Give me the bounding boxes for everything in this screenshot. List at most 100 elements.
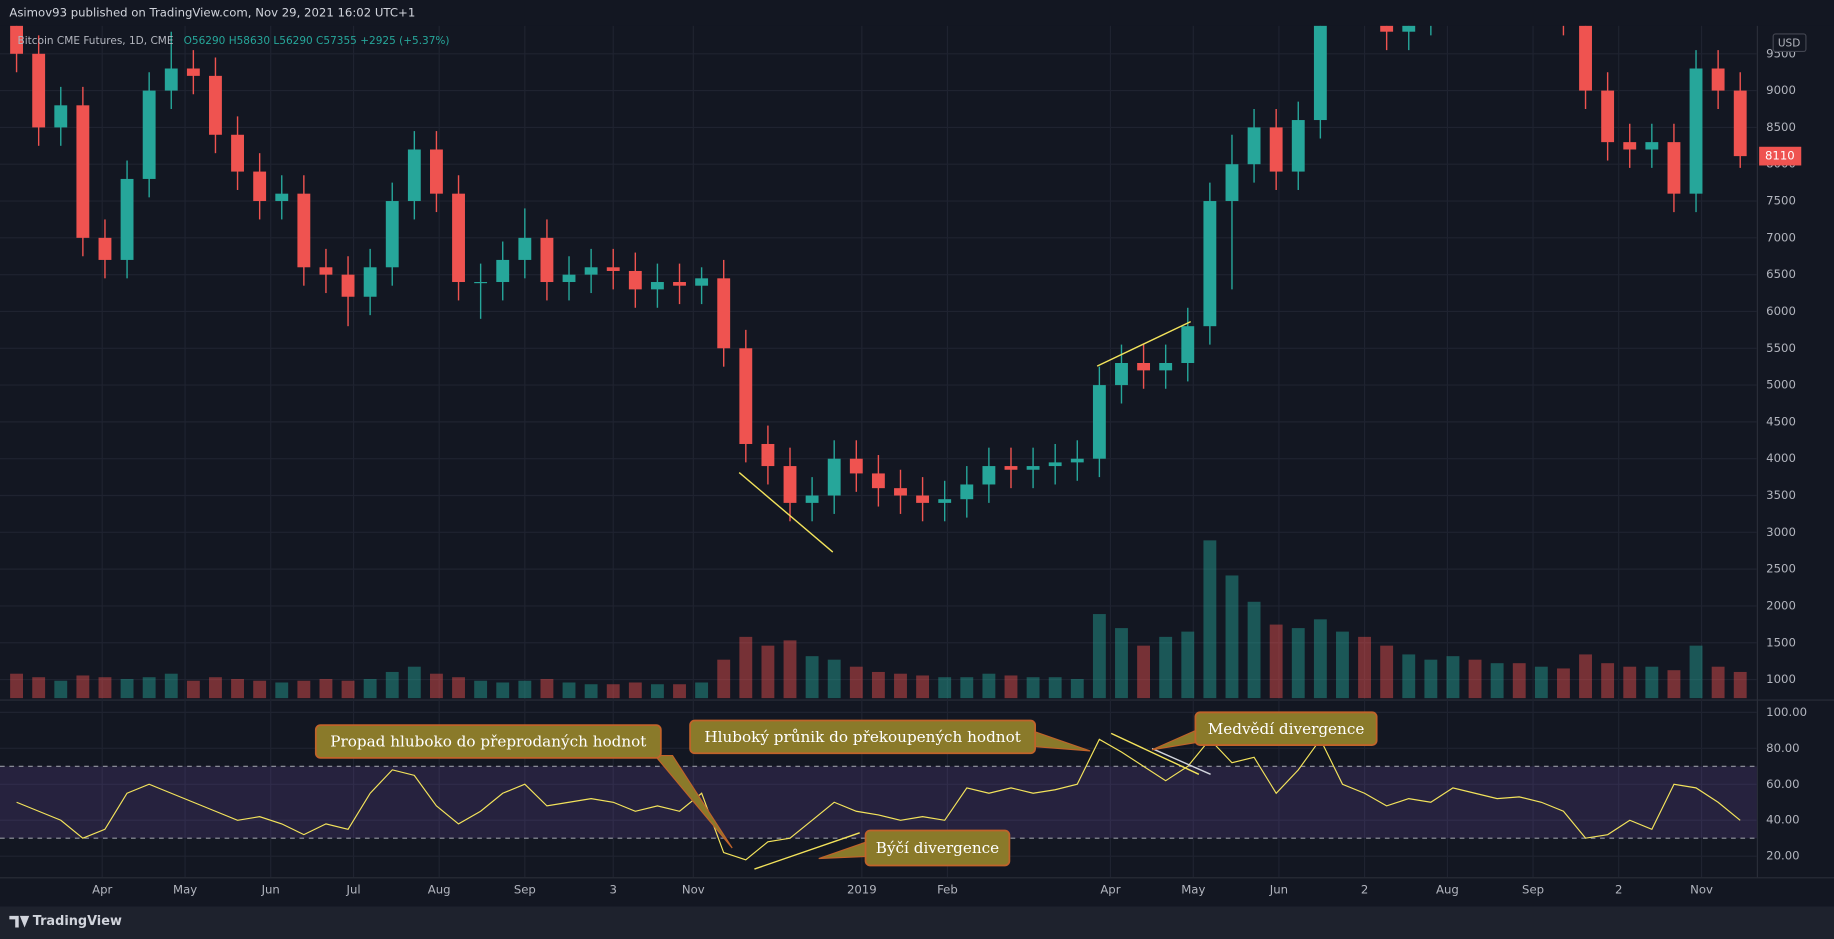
y-tick-label: 5500 (1766, 341, 1796, 355)
volume-bar (1181, 631, 1195, 699)
volume-bar (1424, 659, 1438, 699)
candle-body (827, 458, 841, 496)
candle-body (164, 68, 178, 91)
candle-body (894, 488, 907, 496)
y-tick-label: 5000 (1766, 378, 1796, 392)
footer-logo (9, 915, 30, 928)
volume-bar (297, 680, 311, 699)
x-tick-label: May (1181, 883, 1205, 897)
volume-bar (827, 659, 841, 699)
last-price-label: 8110 (1765, 149, 1795, 163)
volume-bar (1159, 636, 1173, 699)
y-tick-label: 9000 (1766, 83, 1796, 97)
volume-bar (739, 636, 753, 699)
rsi-line (16, 738, 1741, 861)
volume-bar (871, 671, 885, 699)
volume-bar (1026, 677, 1040, 699)
candle-body (1579, 25, 1592, 91)
volume-bar (584, 684, 598, 699)
candle-body (938, 499, 952, 503)
volume-bar (1313, 619, 1327, 699)
footer-brand: TradingView (33, 914, 122, 929)
volume-bar (916, 675, 930, 699)
volume-bar (673, 684, 686, 699)
symbol-label: Bitcoin CME Futures, 1D, CME (18, 35, 174, 47)
candle-body (341, 274, 355, 297)
byline: Asimov93 published on TradingView.com, N… (9, 5, 415, 19)
volume-bar (1203, 540, 1217, 699)
callout-box (314, 724, 662, 759)
candle-body (1623, 142, 1637, 150)
rsi-band (0, 766, 1757, 839)
volume-bar (938, 677, 952, 699)
y-tick-label: 2500 (1766, 562, 1796, 576)
callout-box (1194, 711, 1378, 746)
volume-bar (209, 677, 222, 699)
volume-bar (1336, 631, 1349, 699)
candle-body (1645, 142, 1659, 150)
x-tick-label: Aug (1436, 883, 1459, 897)
candle-body (474, 282, 488, 284)
volume-bar (407, 666, 421, 699)
volume-bar (341, 680, 355, 699)
volume-bar (1137, 645, 1151, 699)
trend-line (1110, 732, 1200, 775)
candle-body (98, 237, 112, 260)
candle-body (385, 201, 399, 268)
volume-bar (761, 645, 775, 699)
volume-bar (1358, 636, 1371, 699)
callout-text: Býčí divergence (876, 839, 999, 857)
candle-body (1313, 25, 1327, 121)
volume-bar (319, 678, 333, 699)
volume-bar (142, 677, 156, 699)
volume-bar (606, 684, 620, 699)
volume-bar (76, 675, 90, 699)
x-tick-label: 3 (610, 883, 617, 897)
volume-bar (231, 678, 244, 699)
candle-body (231, 134, 244, 172)
candle-body (142, 90, 156, 179)
y-tick-label: 3000 (1766, 525, 1796, 539)
candle-body (695, 278, 709, 286)
volume-bar (120, 678, 134, 699)
volume-bar (1291, 628, 1305, 699)
x-tick-label: Apr (92, 883, 112, 897)
last-price-tag (1759, 146, 1802, 166)
volume-bar (960, 677, 974, 699)
candle-body (32, 53, 46, 128)
x-tick-label: 2 (1361, 883, 1368, 897)
candle-body (783, 466, 797, 503)
candle-body (849, 458, 863, 474)
volume-bar (1115, 628, 1128, 699)
volume-bar (849, 666, 863, 699)
volume-bar (628, 682, 642, 699)
callout-text: Propad hluboko do přeprodaných hodnot (330, 733, 646, 751)
candle-body (363, 267, 377, 297)
candle-body (1291, 120, 1305, 172)
y-tick-label: 7000 (1766, 230, 1796, 244)
y-tick-label: 7500 (1766, 194, 1796, 208)
candle-body (650, 282, 664, 290)
candle-body (76, 105, 90, 238)
candle-body (739, 348, 753, 444)
x-tick-label: Aug (428, 883, 451, 897)
candle-body (960, 484, 974, 500)
volume-bar (1402, 654, 1416, 699)
volume-bar (1534, 666, 1548, 699)
volume-bar (1004, 675, 1018, 699)
x-tick-label: 2 (1615, 883, 1622, 897)
volume-bar (1689, 645, 1703, 699)
volume-bar (385, 671, 399, 699)
callout-text: Medvědí divergence (1208, 720, 1365, 738)
x-tick-label: 2019 (847, 883, 877, 897)
x-tick-label: Feb (937, 883, 958, 897)
x-tick-label: Sep (514, 883, 536, 897)
volume-bar (1711, 666, 1725, 699)
candle-body (186, 68, 200, 76)
rsi-tick-label: 40.00 (1766, 813, 1799, 827)
volume-bar (982, 673, 996, 699)
candle-body (584, 267, 598, 275)
volume-bar (1070, 678, 1084, 699)
rsi-tick-label: 20.00 (1766, 849, 1799, 863)
